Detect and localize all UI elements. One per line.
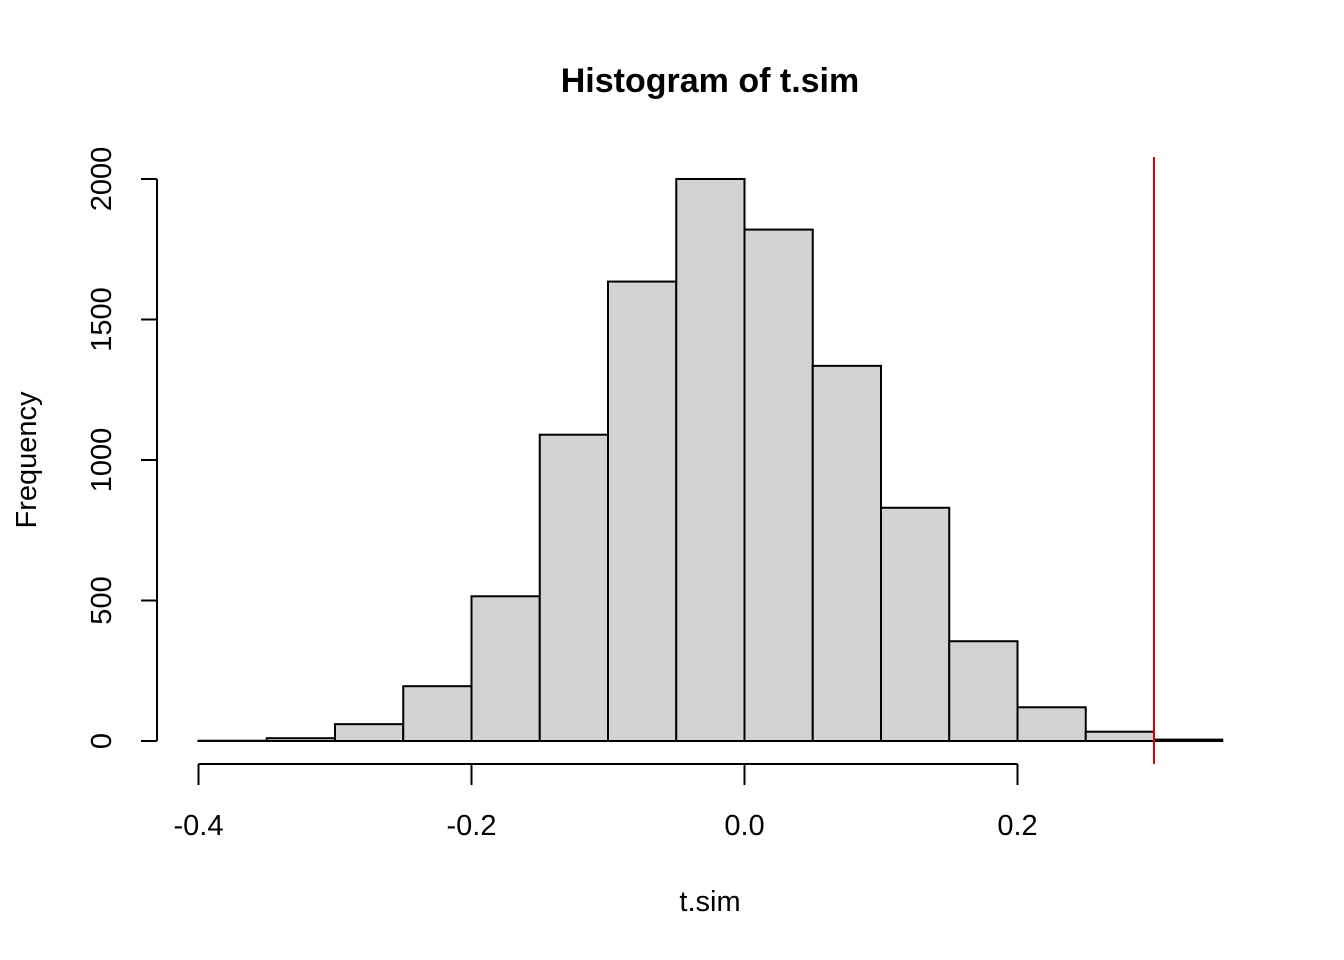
histogram-bar <box>1153 738 1224 742</box>
histogram-bar <box>265 737 336 743</box>
y-tick-label: 500 <box>86 576 118 624</box>
y-tick-label: 1000 <box>86 428 118 493</box>
histogram-bar <box>1016 706 1087 743</box>
x-axis-label: t.sim <box>679 886 740 918</box>
histogram-bar <box>880 506 951 742</box>
histogram-bar <box>675 178 746 742</box>
x-tick-label: -0.2 <box>447 810 497 842</box>
histogram-bar <box>607 280 678 742</box>
histogram-bar <box>402 685 473 743</box>
chart-title: Histogram of t.sim <box>561 62 859 100</box>
y-axis: 0 500 1000 1500 2000 <box>86 147 158 749</box>
histogram-bar <box>1084 730 1155 742</box>
histogram-bar <box>743 228 814 743</box>
histogram-bar <box>948 640 1019 742</box>
histogram-bar <box>811 364 882 742</box>
x-axis: -0.4 -0.2 0.0 0.2 <box>174 763 1038 842</box>
y-tick-label: 0 <box>86 733 118 749</box>
bars-group <box>197 178 1224 743</box>
y-tick-label: 1500 <box>86 287 118 352</box>
histogram-bar <box>538 433 609 742</box>
x-tick-label: 0.2 <box>997 810 1037 842</box>
x-tick-label: 0.0 <box>724 810 764 842</box>
histogram-bar <box>334 723 405 743</box>
histogram-bar <box>470 595 541 742</box>
x-tick-label: -0.4 <box>174 810 224 842</box>
y-tick-label: 2000 <box>86 147 118 212</box>
y-axis-label: Frequency <box>11 391 43 529</box>
